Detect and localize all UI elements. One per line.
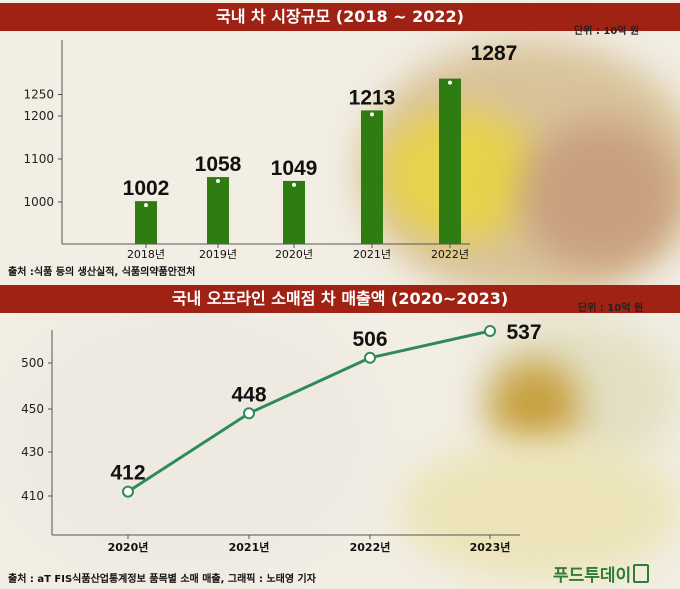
chart1-x-tick-label: 2022년 bbox=[431, 248, 469, 261]
chart2-y-tick-label: 450 bbox=[21, 402, 44, 416]
chart1-data-label: 1287 bbox=[471, 42, 518, 65]
chart1-data-label: 1213 bbox=[349, 86, 396, 109]
chart2-x-tick-label: 2020년 bbox=[108, 540, 149, 554]
chart1-data-label: 1049 bbox=[271, 157, 318, 180]
chart2-title: 국내 오프라인 소매점 차 매출액 (2020~2023) bbox=[0, 285, 680, 313]
chart2-y-tick-label: 430 bbox=[21, 445, 44, 459]
chart2-point bbox=[122, 485, 134, 498]
chart1-bar-marker bbox=[292, 182, 296, 187]
chart2-series-line bbox=[127, 329, 491, 493]
foodtoday-logo: 푸드투데이 bbox=[553, 561, 650, 586]
chart2-point bbox=[484, 325, 496, 337]
chart1-x-tick-label: 2020년 bbox=[275, 248, 313, 261]
chart2-y-tick-label: 410 bbox=[21, 489, 44, 503]
chart1-bar bbox=[439, 78, 461, 244]
chart1-data-label: 1058 bbox=[195, 153, 242, 176]
chart1-bar-marker bbox=[370, 112, 374, 117]
chart1-bar bbox=[207, 177, 229, 244]
chart1-bar bbox=[283, 180, 305, 244]
chart2-data-label: 448 bbox=[231, 383, 266, 406]
chart2-y-tick-label: 500 bbox=[21, 356, 44, 370]
chart2-x-tick-label: 2022년 bbox=[350, 540, 391, 554]
chart1-bar bbox=[361, 110, 383, 244]
chart1-unit: 단위 : 10억 원 bbox=[574, 26, 640, 37]
chart1-y-tick-label: 1100 bbox=[23, 152, 54, 166]
chart1-y-tick-label: 1200 bbox=[23, 109, 54, 123]
chart2-point bbox=[364, 351, 376, 364]
chart2-source: 출처 : aT FIS식품산업통계정보 품목별 소매 매출, 그래픽 : 노태영… bbox=[8, 574, 316, 585]
chart1-source: 출처 :식품 등의 생산실적, 식품의약품안전처 bbox=[8, 267, 196, 278]
chart1-bar-marker bbox=[448, 80, 452, 85]
chart2-x-tick-label: 2021년 bbox=[229, 540, 270, 554]
chart1-bar-marker bbox=[144, 203, 148, 208]
chart1-x-tick-label: 2019년 bbox=[199, 248, 237, 261]
chart1-y-tick-label: 1250 bbox=[23, 88, 54, 102]
chart1-x-tick-label: 2021년 bbox=[353, 248, 391, 261]
chart2-data-label: 506 bbox=[352, 328, 387, 351]
chart1-bar-marker bbox=[216, 179, 220, 184]
chart2-point bbox=[243, 407, 255, 420]
chart2-data-label: 412 bbox=[110, 462, 145, 485]
chart1-x-tick-label: 2018년 bbox=[127, 248, 165, 261]
chart1-data-label: 1002 bbox=[123, 177, 170, 200]
chart2-unit: 단위 : 10억 원 bbox=[578, 303, 644, 314]
chart2-data-label: 537 bbox=[506, 321, 541, 344]
chart1-bar bbox=[135, 201, 157, 244]
chart2-x-tick-label: 2023년 bbox=[470, 540, 511, 554]
chart1-y-tick-label: 1000 bbox=[23, 195, 54, 209]
chart1-title: 국내 차 시장규모 (2018 ~ 2022) bbox=[0, 3, 680, 31]
